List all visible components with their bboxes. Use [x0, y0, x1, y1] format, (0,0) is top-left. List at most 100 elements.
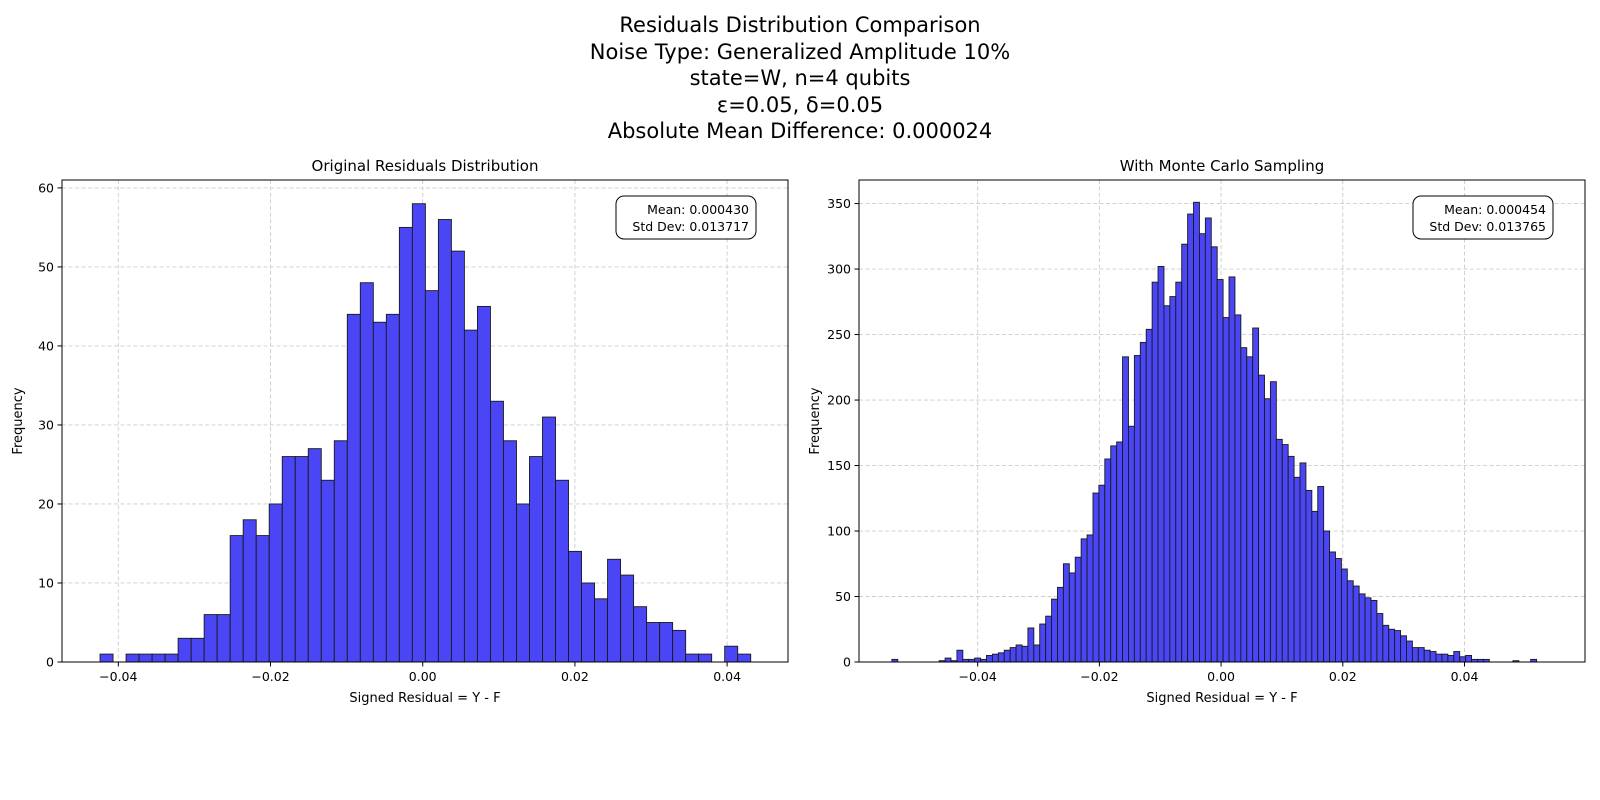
chart-0-bar — [633, 606, 648, 663]
chart-0-std-label: Std Dev: 0.013717 — [632, 219, 749, 234]
chart-1-mean-label: Mean: 0.000454 — [1444, 202, 1546, 217]
chart-1-bar — [1122, 356, 1129, 663]
chart-1-bar — [1317, 486, 1325, 663]
chart-0-bar — [164, 653, 179, 663]
chart-0-bar — [516, 503, 530, 663]
chart-1-bar — [1287, 455, 1295, 663]
chart-1-bar — [1246, 356, 1254, 663]
chart-0-ytick-label: 30 — [38, 417, 54, 432]
chart-0-bar — [424, 290, 439, 663]
chart-1-bar — [1074, 556, 1082, 663]
chart-1-bar — [1394, 630, 1402, 663]
figure-title-line-3: state=W, n=4 qubits — [689, 66, 911, 91]
chart-1-bar — [1021, 645, 1029, 663]
chart-1-bar — [1406, 640, 1413, 663]
chart-0-bar — [398, 226, 413, 663]
chart-0-bar — [177, 637, 192, 663]
chart-0-bar — [685, 653, 700, 663]
chart-0-bar — [476, 305, 491, 663]
chart-0-bar — [216, 614, 231, 663]
chart-0-ytick-label: 40 — [38, 338, 54, 353]
chart-1-bar — [1311, 510, 1319, 663]
chart-0-xtick-label: 0.00 — [409, 669, 437, 684]
chart-1-bar — [1252, 327, 1260, 663]
chart-1-bar — [1157, 265, 1165, 663]
chart-0-bar — [581, 582, 596, 663]
chart-1-bar — [1169, 296, 1177, 663]
chart-0-xtick-label: 0.02 — [561, 669, 589, 684]
chart-1-bar — [1293, 476, 1301, 663]
chart-1-bar — [1187, 213, 1194, 663]
chart-1-bar — [1376, 613, 1384, 663]
chart-1-axes-frame — [858, 179, 1586, 663]
chart-1-bar — [1323, 530, 1331, 663]
chart-1-bar — [1240, 347, 1248, 663]
chart-0-bar — [138, 653, 153, 663]
chart-1-bar — [1015, 644, 1023, 663]
chart-1-bar — [1370, 599, 1378, 663]
chart-1-bar — [1133, 355, 1141, 663]
chart-1-bar — [1181, 243, 1189, 663]
chart-1-stats-box — [1412, 195, 1554, 240]
chart-0-ytick-label: 60 — [38, 180, 54, 195]
figure-title: Residuals Distribution Comparison Noise … — [0, 12, 1600, 145]
chart-1-bar — [1009, 647, 1017, 663]
chart-0-xtick-label: −0.04 — [99, 669, 137, 684]
chart-0-bar — [607, 558, 622, 663]
chart-0-ylabel: Frequency — [11, 387, 26, 454]
chart-1-ytick-label: 350 — [827, 196, 851, 211]
histogram-panel-original: −0.04 −0.02 0.00 0.02 0.04 0 10 20 30 40 50 60 Origi… — [11, 157, 789, 706]
chart-1-title: With Monte Carlo Sampling — [1120, 157, 1325, 175]
chart-1-bar — [1305, 489, 1313, 663]
chart-1-bar — [1139, 341, 1147, 663]
chart-1-bar — [1299, 462, 1307, 663]
chart-1-bar — [1264, 398, 1271, 663]
chart-1-bar — [1465, 655, 1472, 663]
chart-1-bar — [1051, 598, 1058, 663]
chart-0-bar — [698, 653, 713, 663]
chart-1-bar — [1228, 276, 1236, 663]
chart-1-bar — [1364, 597, 1372, 663]
chart-1-bar — [1352, 585, 1360, 663]
chart-1-bar — [1346, 580, 1354, 663]
chart-0-bar — [529, 456, 543, 663]
chart-1-bar — [1057, 586, 1064, 663]
chart-1-bar — [1453, 651, 1461, 663]
chart-1-bar — [1429, 651, 1437, 663]
chart-0-title: Original Residuals Distribution — [312, 157, 539, 175]
chart-1-bar — [1269, 381, 1277, 663]
chart-1-bar — [1128, 425, 1135, 663]
chart-1-bar — [1027, 627, 1035, 663]
chart-1-xlabel: Signed Residual = Y - F — [1146, 691, 1297, 706]
chart-0-bar — [542, 416, 556, 663]
chart-1-bar — [1281, 444, 1289, 663]
chart-0-bar — [568, 550, 582, 663]
chart-1-bar — [1116, 441, 1124, 663]
chart-0-bar — [594, 598, 609, 663]
chart-0-bar — [268, 503, 283, 663]
chart-1-bar — [1039, 623, 1047, 663]
chart-1-bar — [1045, 615, 1053, 663]
chart-0-bar — [346, 313, 361, 663]
chart-1-bar — [1335, 558, 1342, 663]
chart-1-ytick-label: 0 — [843, 655, 851, 670]
chart-0-bar — [411, 203, 426, 663]
chart-1-ytick-label: 250 — [827, 327, 851, 342]
chart-0-xtick-label: 0.04 — [713, 669, 741, 684]
chart-1-bar — [1417, 647, 1425, 663]
chart-0-bar — [320, 479, 335, 663]
chart-1-bar — [1163, 305, 1171, 663]
chart-0-bar — [99, 653, 114, 663]
chart-0-bar — [620, 574, 635, 663]
chart-0-bar — [672, 629, 687, 663]
chart-1-bar — [1033, 644, 1041, 663]
chart-1-bar — [1198, 233, 1206, 663]
chart-0-bar — [737, 653, 752, 663]
chart-1-bar — [1110, 445, 1118, 663]
chart-1-ytick-label: 200 — [827, 393, 851, 408]
chart-1-bar — [1447, 655, 1455, 663]
chart-0-stats-box — [615, 195, 757, 240]
chart-1-bar — [974, 657, 982, 663]
chart-1-bar — [1423, 649, 1431, 663]
chart-0-bar — [503, 440, 517, 663]
